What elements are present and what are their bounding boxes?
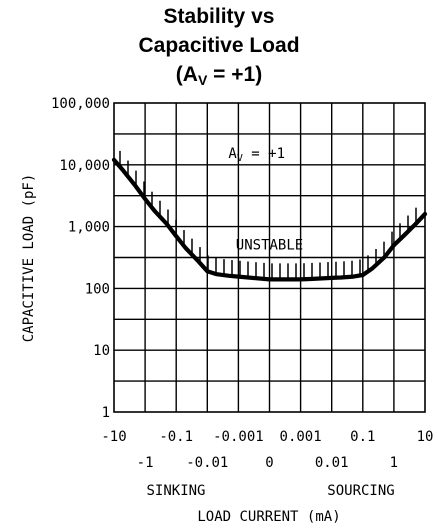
x-tick-label-lower: -1 <box>137 455 154 471</box>
unstable-hatching <box>119 150 417 280</box>
x-tick-label-upper: -0.1 <box>159 429 193 445</box>
y-tick-labels: 1 10 100 1,000 10,000 100,000 <box>51 96 110 421</box>
gain-annotation-suffix: = +1 <box>243 146 285 162</box>
y-tick-label: 100,000 <box>51 96 110 112</box>
y-tick-label: 10,000 <box>59 158 110 174</box>
chart-title-line-1: Stability vs <box>164 5 275 28</box>
chart-title-gain: (AV = +1) <box>176 63 262 88</box>
plot-frame <box>113 102 426 413</box>
x-tick-label-upper: 10 <box>417 429 434 445</box>
x-tick-label-lower: -0.01 <box>186 455 228 471</box>
y-axis-label: CAPACITIVE LOAD (pF) <box>21 174 37 343</box>
chart-title-gain-prefix: (A <box>176 63 198 86</box>
x-tick-label-lower: 0 <box>265 455 273 471</box>
x-tick-label-lower: 1 <box>390 455 398 471</box>
chart-title-gain-suffix: = +1) <box>207 63 262 86</box>
x-tick-labels: -10 -0.1 -0.001 0.001 0.1 10 -1 -0.01 0 0.01 1 <box>101 429 433 471</box>
x-tick-label-lower: 0.01 <box>315 455 349 471</box>
sinking-label: SINKING <box>146 483 205 499</box>
x-tick-label-upper: 0.1 <box>350 429 375 445</box>
gain-annotation-subscript: V <box>237 153 243 164</box>
y-tick-label: 1,000 <box>68 220 110 236</box>
gain-annotation-prefix: A <box>228 146 237 162</box>
x-tick-label-upper: 0.001 <box>280 429 322 445</box>
x-axis-label: LOAD CURRENT (mA) <box>197 509 340 525</box>
sourcing-label: SOURCING <box>327 483 394 499</box>
chart-title-gain-subscript: V <box>198 72 208 88</box>
x-tick-label-upper: -10 <box>101 429 126 445</box>
grid-lines <box>114 103 425 412</box>
stability-boundary-curve <box>111 157 428 282</box>
y-tick-label: 1 <box>102 405 110 421</box>
unstable-annotation: UNSTABLE <box>236 237 303 253</box>
chart-title-line-2: Capacitive Load <box>138 34 299 57</box>
y-tick-label: 10 <box>93 343 110 359</box>
gain-annotation: AV = +1 <box>228 146 285 164</box>
y-tick-label: 100 <box>85 281 110 297</box>
x-tick-label-upper: -0.001 <box>213 429 264 445</box>
